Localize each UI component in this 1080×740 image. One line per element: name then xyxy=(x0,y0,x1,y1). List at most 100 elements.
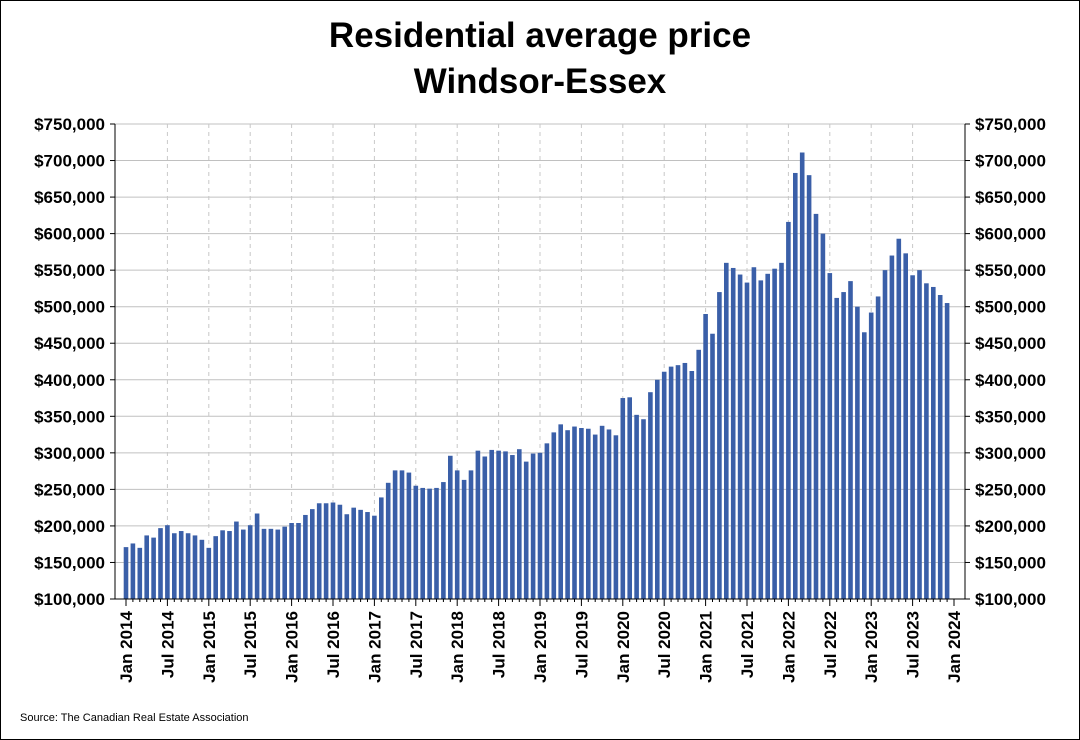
bar xyxy=(786,221,791,599)
bar xyxy=(868,312,874,599)
y-tick-label-right: $600,000 xyxy=(975,225,1046,244)
y-tick-label-left: $600,000 xyxy=(34,225,105,244)
bar xyxy=(392,470,398,599)
bar xyxy=(655,379,660,599)
x-tick-label: Jan 2024 xyxy=(945,610,964,682)
bar xyxy=(896,238,902,599)
bar xyxy=(813,213,819,599)
bar xyxy=(510,455,515,599)
bar xyxy=(454,470,460,599)
bar xyxy=(468,470,474,599)
x-tick-label: Jan 2020 xyxy=(614,611,633,683)
y-tick-label-right: $450,000 xyxy=(975,334,1046,353)
bar xyxy=(606,429,612,599)
bar xyxy=(551,432,557,599)
bar xyxy=(613,435,619,599)
bar xyxy=(358,509,363,599)
y-tick-label-left: $500,000 xyxy=(34,298,105,317)
bar xyxy=(330,502,336,599)
x-tick-label: Jul 2023 xyxy=(904,611,923,678)
x-tick-label: Jul 2017 xyxy=(407,611,426,678)
bar xyxy=(730,267,736,599)
bar xyxy=(558,424,563,599)
x-tick-label: Jul 2015 xyxy=(241,611,260,678)
y-tick-label-left: $550,000 xyxy=(34,261,105,280)
bar xyxy=(737,274,743,599)
bar xyxy=(758,280,764,599)
bar xyxy=(296,523,301,599)
bar xyxy=(406,472,412,599)
bar xyxy=(172,533,177,599)
bar xyxy=(875,296,881,599)
bar xyxy=(178,531,184,599)
bar xyxy=(213,536,218,599)
bar xyxy=(289,523,294,599)
y-tick-label-left: $750,000 xyxy=(34,115,105,134)
bar xyxy=(282,526,287,599)
bar xyxy=(461,479,467,599)
bar xyxy=(365,512,370,599)
bar xyxy=(310,509,315,599)
bar xyxy=(931,286,936,599)
bar xyxy=(572,426,577,599)
x-tick-label: Jan 2017 xyxy=(365,611,384,683)
y-tick-label-left: $700,000 xyxy=(34,152,105,171)
bar xyxy=(165,525,170,599)
bar xyxy=(268,528,274,599)
bar xyxy=(316,503,322,599)
chart-title: Residential average price xyxy=(328,16,752,55)
bar xyxy=(586,428,591,599)
chart-subtitle: Windsor-Essex xyxy=(413,62,667,101)
bar xyxy=(820,233,826,599)
bar xyxy=(779,262,784,599)
bar xyxy=(882,270,888,599)
bar xyxy=(523,461,529,599)
bar xyxy=(648,392,653,599)
bar xyxy=(717,292,722,599)
bar xyxy=(434,487,439,599)
bar xyxy=(799,152,805,599)
y-tick-label-right: $500,000 xyxy=(975,298,1046,317)
bar xyxy=(806,175,812,599)
bar xyxy=(599,425,605,599)
bar xyxy=(765,273,770,599)
bar xyxy=(903,253,908,599)
bar xyxy=(910,275,915,599)
source-note: Source: The Canadian Real Estate Associa… xyxy=(20,712,249,724)
bar xyxy=(544,443,550,599)
bar xyxy=(496,450,501,599)
bar xyxy=(489,449,494,599)
y-tick-label-left: $400,000 xyxy=(34,371,105,390)
bar xyxy=(724,262,729,599)
y-tick-label-left: $200,000 xyxy=(34,517,105,536)
bar xyxy=(123,547,129,599)
bar xyxy=(944,303,950,599)
bar xyxy=(592,434,598,599)
x-tick-label: Jul 2021 xyxy=(738,611,757,678)
bar xyxy=(675,365,681,599)
bar xyxy=(344,514,350,599)
bar xyxy=(710,333,715,599)
bar xyxy=(241,529,246,599)
bar xyxy=(503,451,508,599)
y-tick-label-right: $650,000 xyxy=(975,188,1046,207)
y-tick-label-right: $400,000 xyxy=(975,371,1046,390)
x-tick-label: Jul 2019 xyxy=(572,611,591,678)
bar xyxy=(254,513,260,599)
bar xyxy=(192,535,198,599)
bar xyxy=(413,485,419,599)
x-tick-label: Jan 2022 xyxy=(779,611,798,683)
bar xyxy=(627,397,632,599)
bar xyxy=(158,528,163,599)
x-tick-label: Jan 2023 xyxy=(862,611,881,683)
bar xyxy=(303,514,308,599)
bar xyxy=(206,547,212,599)
y-tick-label-right: $250,000 xyxy=(975,480,1046,499)
bar xyxy=(530,453,536,599)
bar xyxy=(385,482,391,599)
y-tick-label-left: $150,000 xyxy=(34,553,105,572)
bar xyxy=(620,398,626,599)
bar xyxy=(185,533,191,599)
bar xyxy=(917,270,922,599)
bar xyxy=(848,281,853,599)
